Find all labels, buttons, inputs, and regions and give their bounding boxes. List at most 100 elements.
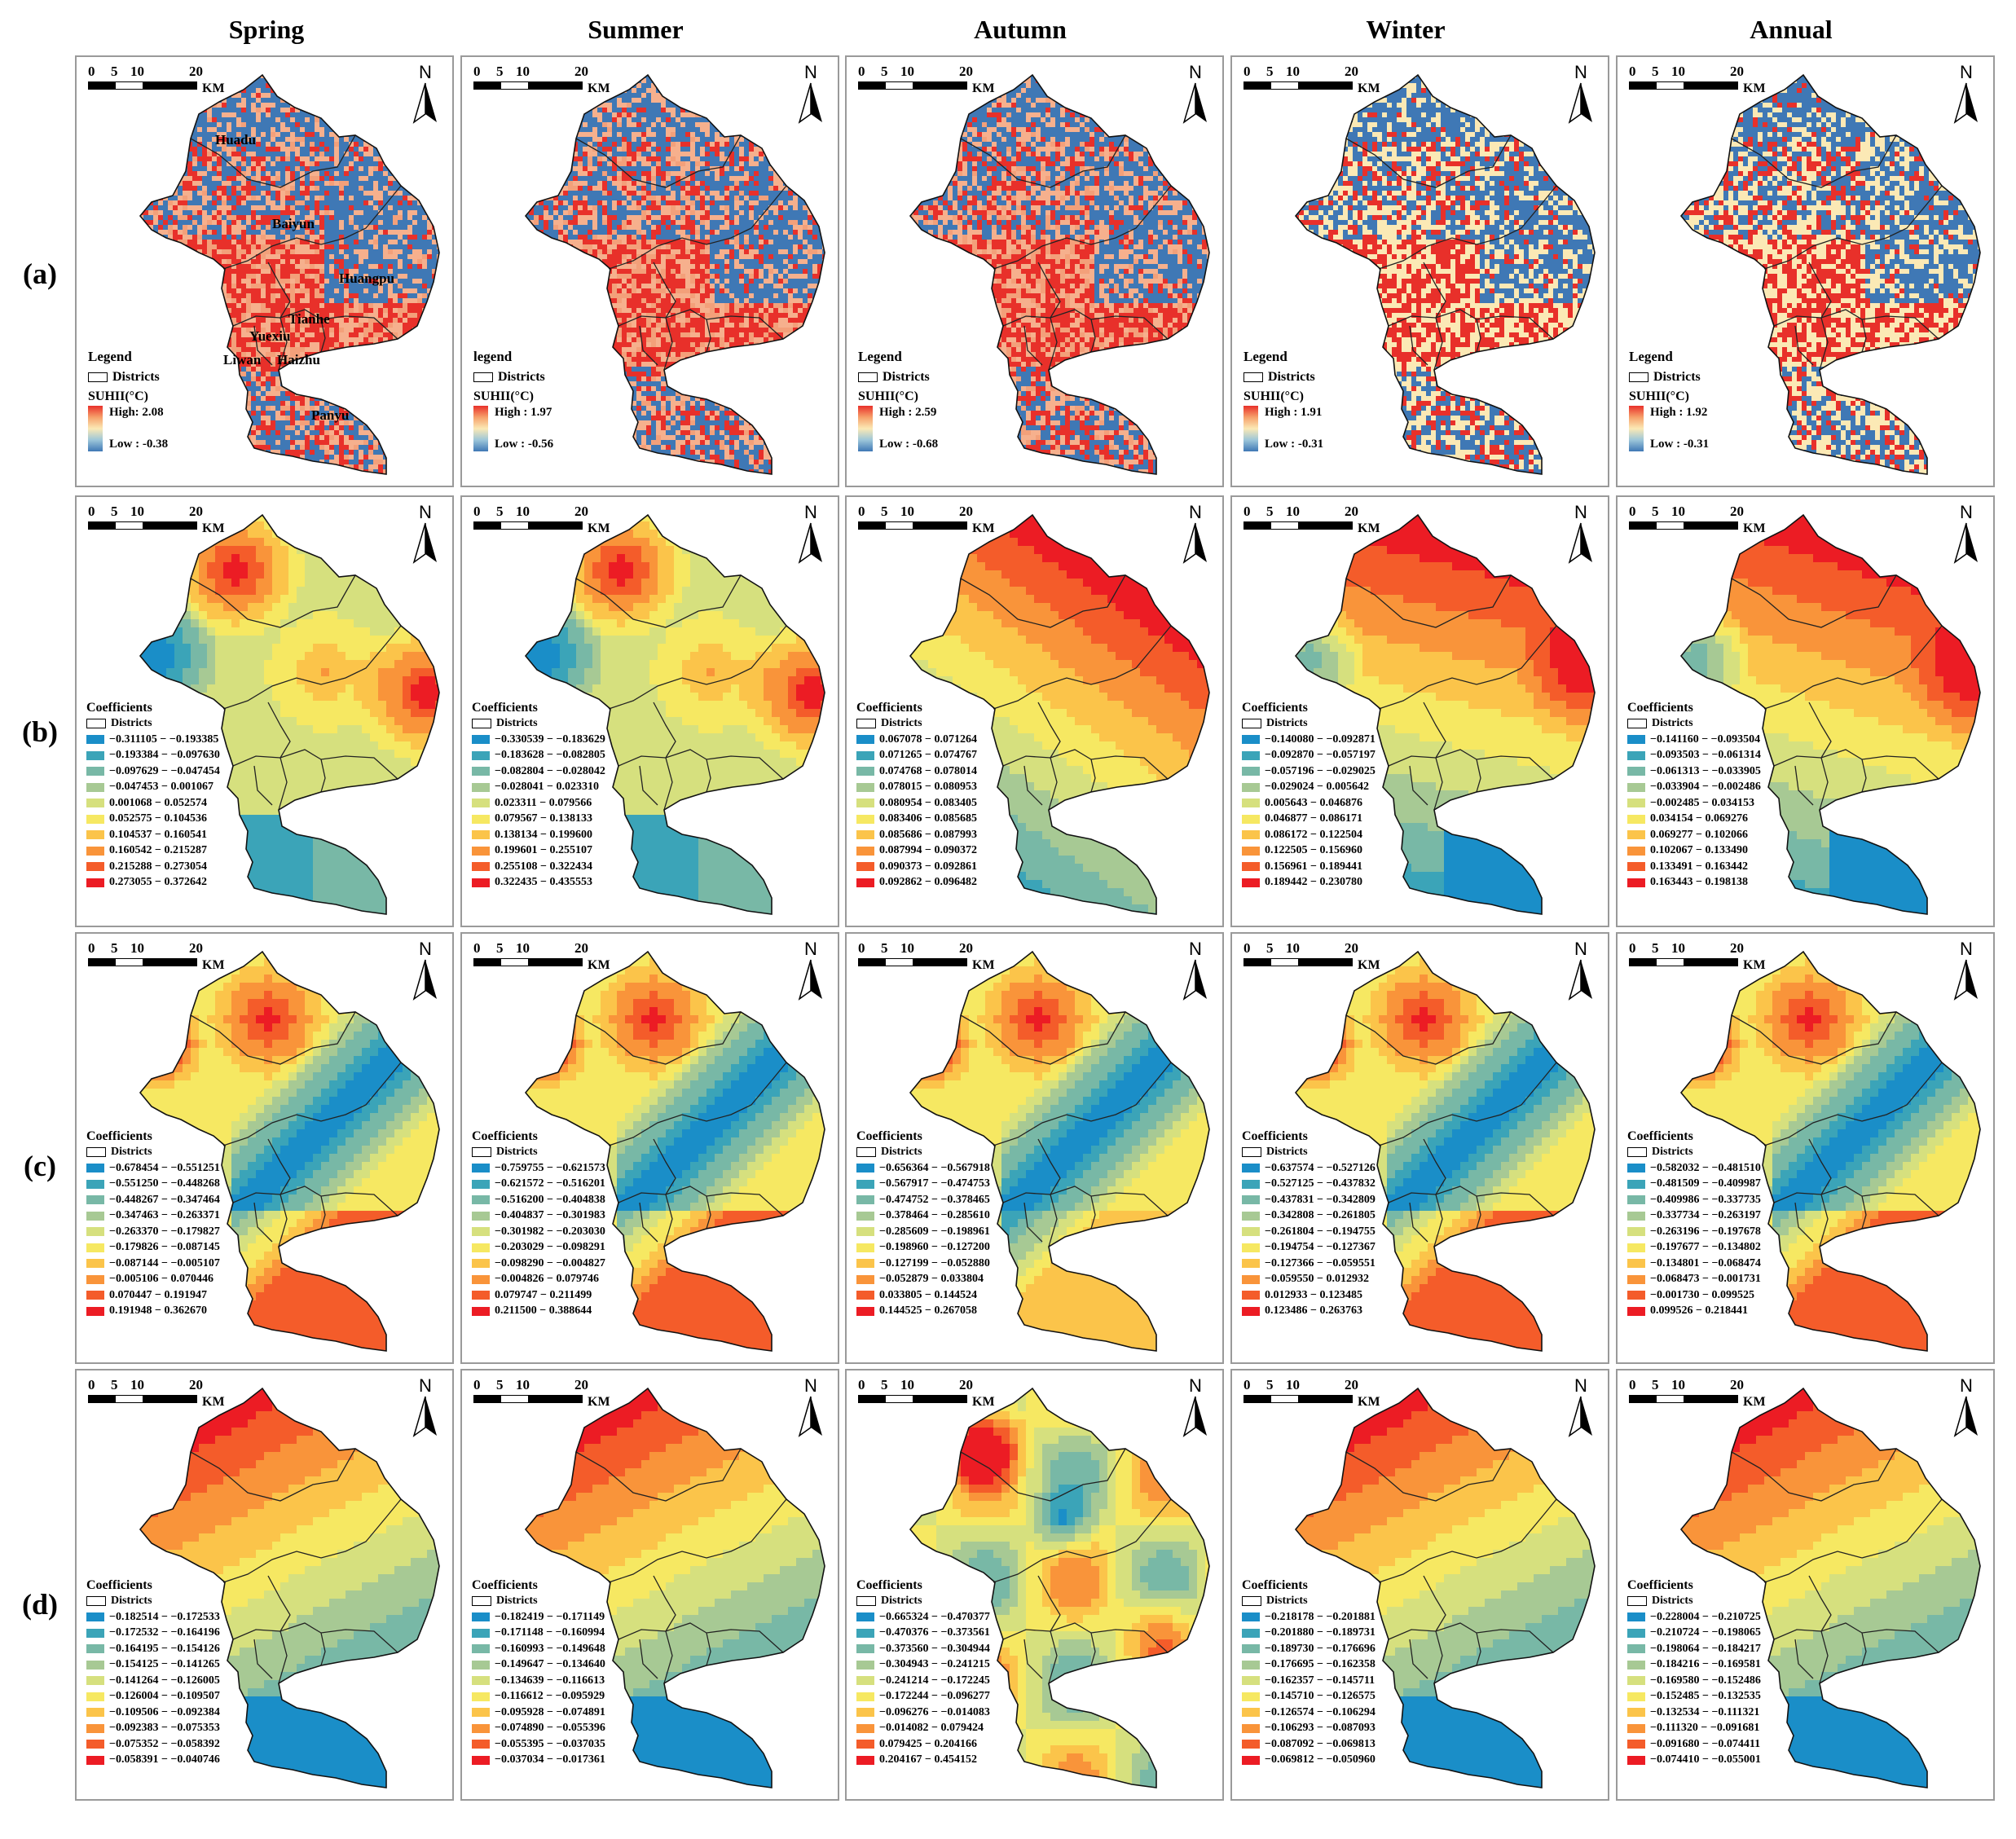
column-title-annual: Annual xyxy=(1612,15,1970,45)
legend-class-swatch xyxy=(856,1195,874,1205)
district-boundary xyxy=(639,765,658,806)
legend-class-row: 0.023311 − 0.079566 xyxy=(472,795,605,812)
north-arrow-icon: N xyxy=(412,504,439,569)
legend-title: Legend xyxy=(1629,349,1709,365)
legend-class-row: 0.083406 − 0.085685 xyxy=(856,812,977,828)
legend-class-row: −0.169580 − −0.152486 xyxy=(1627,1673,1761,1689)
district-boundary xyxy=(232,1186,398,1216)
legend-class-row: −0.116612 − −0.095929 xyxy=(472,1689,605,1705)
legend-class-row: 0.191948 − 0.362670 xyxy=(86,1304,220,1320)
legend-class-label: −0.098290 − −0.004827 xyxy=(495,1257,605,1270)
scale-bar: 0 5 10 20 KM xyxy=(858,64,1005,95)
scale-tick-label: 20 xyxy=(574,504,588,520)
legend-class-row: −0.082804 − −0.028042 xyxy=(472,763,605,780)
legend-class-label: −0.145710 − −0.126575 xyxy=(1265,1690,1376,1703)
legend-class-row: −0.002485 − 0.034153 xyxy=(1627,795,1761,812)
north-arrow-icon: N xyxy=(412,940,439,1005)
legend-class-swatch xyxy=(1242,1179,1260,1189)
scale-tick-label: 10 xyxy=(130,1377,144,1393)
scale-tick-label: 0 xyxy=(88,940,95,957)
north-label: N xyxy=(1182,1377,1209,1395)
district-boundary xyxy=(1023,325,1043,366)
scale-tick-label: 5 xyxy=(1266,64,1274,80)
legend-class-label: 0.078015 − 0.080953 xyxy=(879,781,977,794)
district-boundary xyxy=(1819,757,1829,811)
legend-class-label: 0.080954 − 0.083405 xyxy=(879,797,977,810)
districts-label: Districts xyxy=(1266,717,1308,730)
legend-class-label: −0.126004 − −0.109507 xyxy=(109,1690,220,1703)
scale-unit-label: KM xyxy=(1358,958,1380,973)
scale-tick-label: 5 xyxy=(881,1377,888,1393)
legend-class-label: −0.068473 − −0.001731 xyxy=(1650,1273,1761,1286)
scale-tick-label: 10 xyxy=(1286,1377,1300,1393)
district-boundary xyxy=(1773,1622,1939,1653)
legend-class-label: −0.164195 − −0.154126 xyxy=(109,1643,220,1656)
scale-unit-label: KM xyxy=(588,521,610,536)
district-boundary xyxy=(706,1632,711,1666)
legend-class-row: 0.160542 − 0.215287 xyxy=(86,843,220,860)
scale-tick-label: 20 xyxy=(574,940,588,957)
legend-class-row: 0.033805 − 0.144524 xyxy=(856,1287,990,1304)
district-boundary xyxy=(1423,1575,1446,1632)
legend-class-swatch xyxy=(856,1211,874,1221)
map-panel: 0 5 10 20 KM N Legend Districts SUHII(°C) High : … xyxy=(1616,55,1995,487)
map-raster xyxy=(909,950,1210,1352)
legend-class-swatch xyxy=(86,1708,104,1718)
legend-class-label: −0.263370 − −0.179827 xyxy=(109,1225,220,1238)
legend-class-row: −0.481509 − −0.409987 xyxy=(1627,1177,1761,1193)
legend-class-label: −0.169580 − −0.152486 xyxy=(1650,1674,1761,1687)
legend-class-label: −0.074410 − −0.055001 xyxy=(1650,1753,1761,1766)
legend-class-label: −0.184216 − −0.169581 xyxy=(1650,1658,1761,1671)
legend-class-swatch xyxy=(1627,1692,1645,1701)
district-boundary xyxy=(1023,765,1043,806)
study-area-outline xyxy=(909,73,1210,475)
legend-class-label: −0.037034 − −0.017361 xyxy=(495,1753,605,1766)
legend-class-row: −0.061313 − −0.033905 xyxy=(1627,763,1761,780)
legend-class-label: 0.012933 − 0.123485 xyxy=(1265,1289,1362,1302)
districts-label: Districts xyxy=(111,1146,152,1159)
scale-tick-label: 5 xyxy=(496,1377,504,1393)
scale-tick-label: 0 xyxy=(1243,64,1251,80)
north-label: N xyxy=(1567,940,1595,958)
district-boundary xyxy=(663,1630,673,1684)
north-label: N xyxy=(1567,64,1595,81)
scale-bar: 0 5 10 20 KM xyxy=(88,940,235,972)
legend-class-row: 0.138134 − 0.199600 xyxy=(472,827,605,843)
north-arrow-icon: N xyxy=(1952,64,1980,129)
district-boundary xyxy=(253,765,273,806)
legend-class-swatch xyxy=(86,767,104,777)
legend-class-label: −0.106293 − −0.087093 xyxy=(1265,1722,1376,1735)
district-boundary xyxy=(1409,1639,1428,1679)
legend-class-label: −0.058391 − −0.040746 xyxy=(109,1753,220,1766)
legend-class-label: −0.134801 − −0.068474 xyxy=(1650,1257,1761,1270)
district-boundary xyxy=(232,309,398,340)
legend-class-label: −0.481509 − −0.409987 xyxy=(1650,1177,1761,1190)
legend-class-swatch xyxy=(856,735,874,745)
district-boundary xyxy=(1819,1630,1829,1684)
legend-class-swatch xyxy=(856,1291,874,1300)
legend-class-label: −0.001730 − 0.099525 xyxy=(1650,1289,1754,1302)
legend-class-row: −0.373560 − −0.304944 xyxy=(856,1641,990,1657)
districts-label: Districts xyxy=(496,1595,538,1608)
legend-class-label: −0.516200 − −0.404838 xyxy=(495,1194,605,1207)
legend-class-label: 0.067078 − 0.071264 xyxy=(879,733,977,746)
scale-tick-label: 0 xyxy=(1629,504,1636,520)
districts-label: Districts xyxy=(881,1146,922,1159)
district-boundary xyxy=(618,309,784,340)
row-label-c: (c) xyxy=(3,1149,77,1183)
legend-class-swatch xyxy=(856,1243,874,1252)
legend-class-swatch xyxy=(1627,735,1645,745)
map-raster xyxy=(524,513,825,915)
scale-tick-label: 10 xyxy=(130,64,144,80)
legend-class-row: 0.099526 − 0.218441 xyxy=(1627,1304,1761,1320)
scale-tick-label: 0 xyxy=(473,940,481,957)
legend-class-label: 0.199601 − 0.255107 xyxy=(495,844,592,857)
legend-class-swatch xyxy=(472,767,490,777)
legend-class-row: 0.046877 − 0.086171 xyxy=(1242,812,1376,828)
legend-class-row: −0.665324 − −0.470377 xyxy=(856,1609,990,1626)
legend-class-row: −0.097629 − −0.047454 xyxy=(86,763,220,780)
district-boundary xyxy=(1731,1011,1897,1065)
map-raster xyxy=(139,73,440,475)
legend-class-swatch xyxy=(1242,1164,1260,1173)
